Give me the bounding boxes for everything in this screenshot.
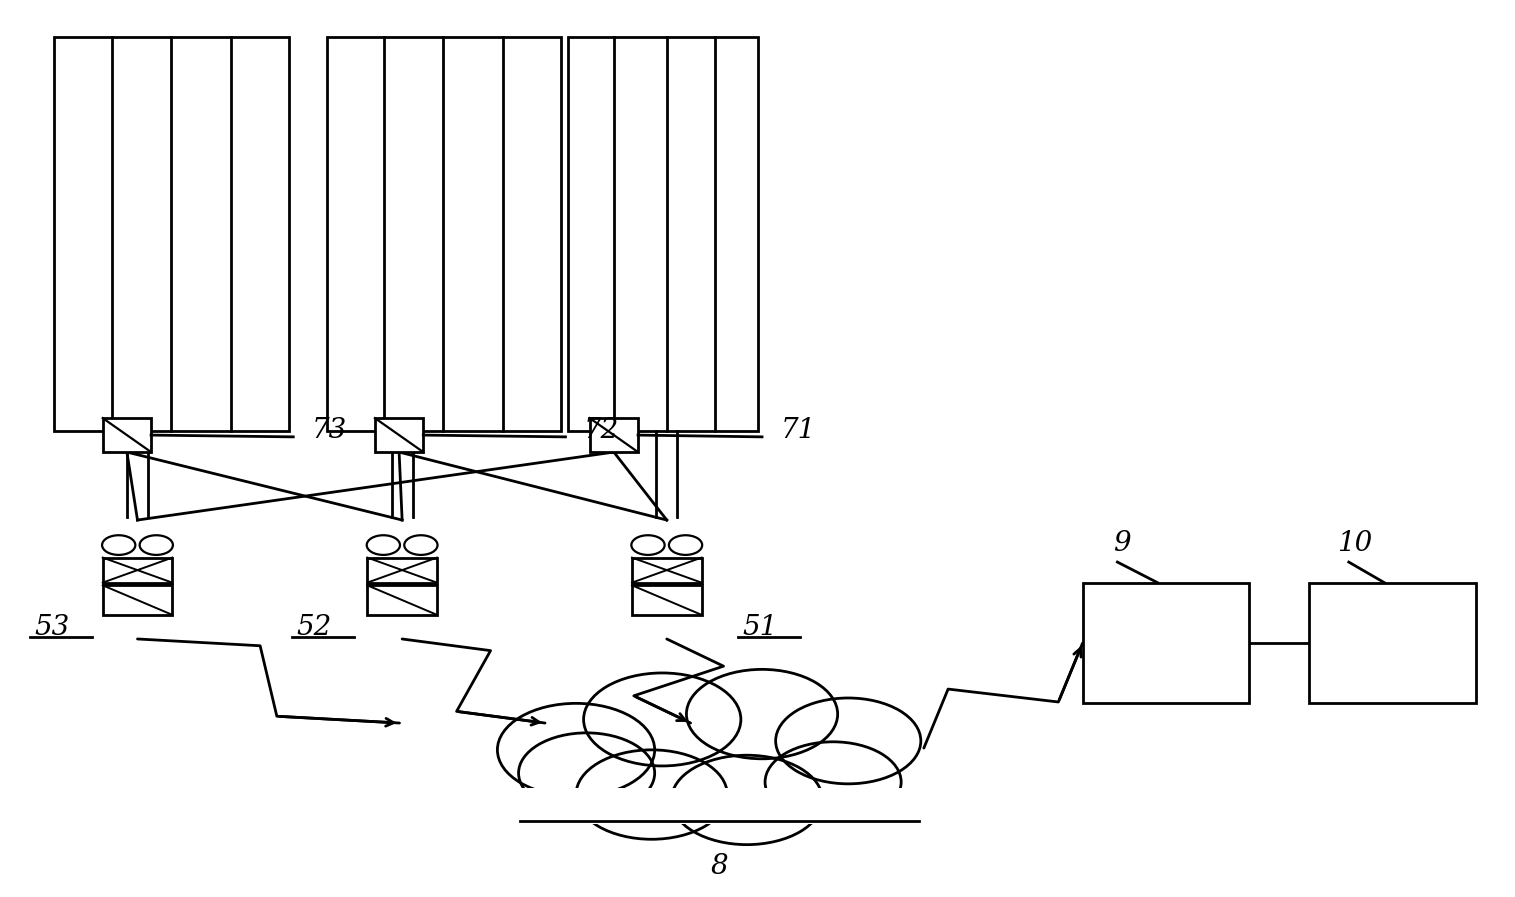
Text: 71: 71 <box>780 417 815 444</box>
Text: 72: 72 <box>583 417 618 444</box>
Bar <box>367 558 436 583</box>
Bar <box>632 558 701 583</box>
Circle shape <box>671 755 823 845</box>
Bar <box>1309 583 1476 703</box>
Circle shape <box>583 673 741 766</box>
Bar <box>632 586 701 614</box>
Bar <box>103 586 173 614</box>
Circle shape <box>686 669 838 759</box>
Bar <box>374 418 423 452</box>
Bar <box>367 586 436 614</box>
Text: 53: 53 <box>35 614 70 641</box>
Text: 51: 51 <box>742 614 777 641</box>
Circle shape <box>576 750 727 840</box>
Circle shape <box>497 703 654 797</box>
Bar <box>568 37 758 431</box>
Text: 9: 9 <box>1114 530 1130 557</box>
Bar <box>103 418 152 452</box>
Bar <box>1083 583 1248 703</box>
Circle shape <box>518 733 654 814</box>
Text: 73: 73 <box>312 417 347 444</box>
Bar <box>103 558 173 583</box>
Text: 10: 10 <box>1336 530 1373 557</box>
Circle shape <box>776 698 921 784</box>
Bar <box>589 418 638 452</box>
Text: 52: 52 <box>297 614 332 641</box>
Text: 8: 8 <box>711 853 729 880</box>
Bar <box>327 37 561 431</box>
Bar <box>500 788 939 824</box>
Bar <box>55 37 289 431</box>
Circle shape <box>765 742 901 823</box>
